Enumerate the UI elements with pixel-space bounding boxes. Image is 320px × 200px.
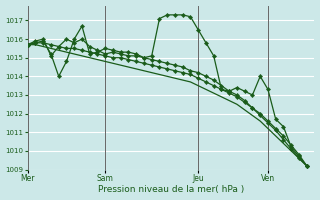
X-axis label: Pression niveau de la mer( hPa ): Pression niveau de la mer( hPa ) [98, 185, 244, 194]
